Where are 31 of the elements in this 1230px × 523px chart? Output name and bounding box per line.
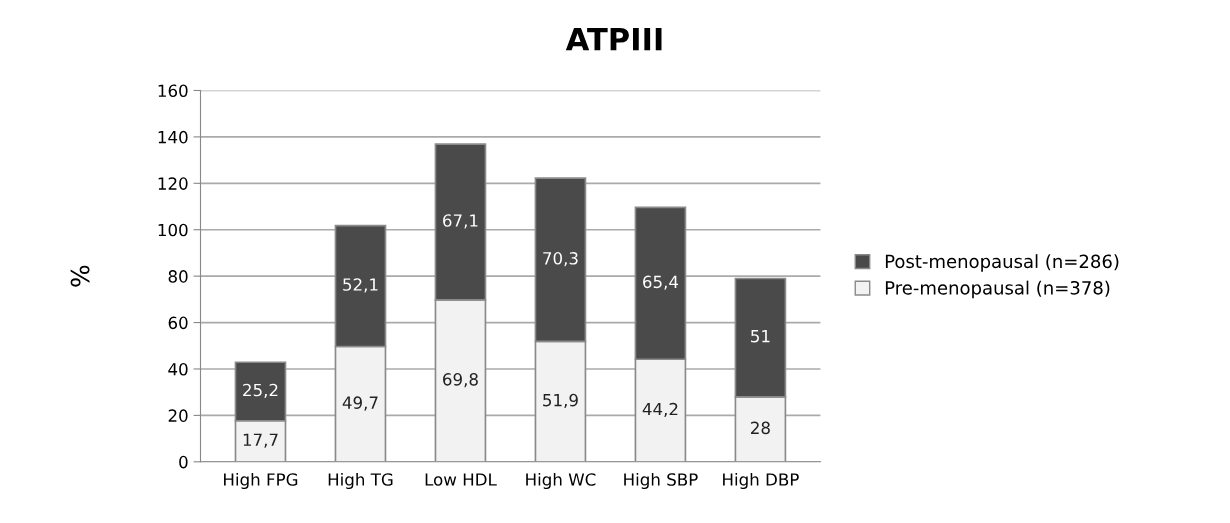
legend-label: Post-menopausal (n=286) [885,254,1119,272]
x-tick-label: High TG [328,472,393,490]
data-label: 51,9 [543,393,578,409]
data-label: 25,2 [243,383,278,399]
data-label: 49,7 [342,396,378,411]
chart-title: ATPIII [565,27,662,51]
y-tick-label: 80 [168,270,188,283]
y-tick-label: 120 [158,177,188,190]
data-label: 51 [751,330,770,343]
x-tick-label: High SBP [624,472,698,490]
y-axis-title: % [70,265,90,287]
data-label: 69,8 [443,373,478,388]
data-label: 52,1 [343,278,378,293]
y-tick-label: 40 [168,362,188,376]
x-tick-label: High DBP [723,472,799,490]
y-tick-label: 160 [158,84,188,98]
y-tick-label: 100 [158,223,188,237]
data-label: 70,3 [543,252,578,267]
data-label: 28 [751,421,770,435]
data-label: 44,2 [642,402,678,418]
y-tick-label: 20 [168,409,188,422]
x-tick-label: High WC [526,472,596,490]
y-tick-label: 140 [158,130,188,144]
x-tick-label: Low HDL [425,473,497,486]
y-tick-label: 60 [168,316,188,330]
data-label: 67,1 [443,214,478,229]
data-label: 65,4 [643,275,679,290]
y-tick-label: 0 [179,455,188,469]
data-label: 17,7 [243,433,278,448]
x-tick-label: High FPG [224,472,298,490]
legend-label: Pre-menopausal (n=378) [885,280,1110,299]
